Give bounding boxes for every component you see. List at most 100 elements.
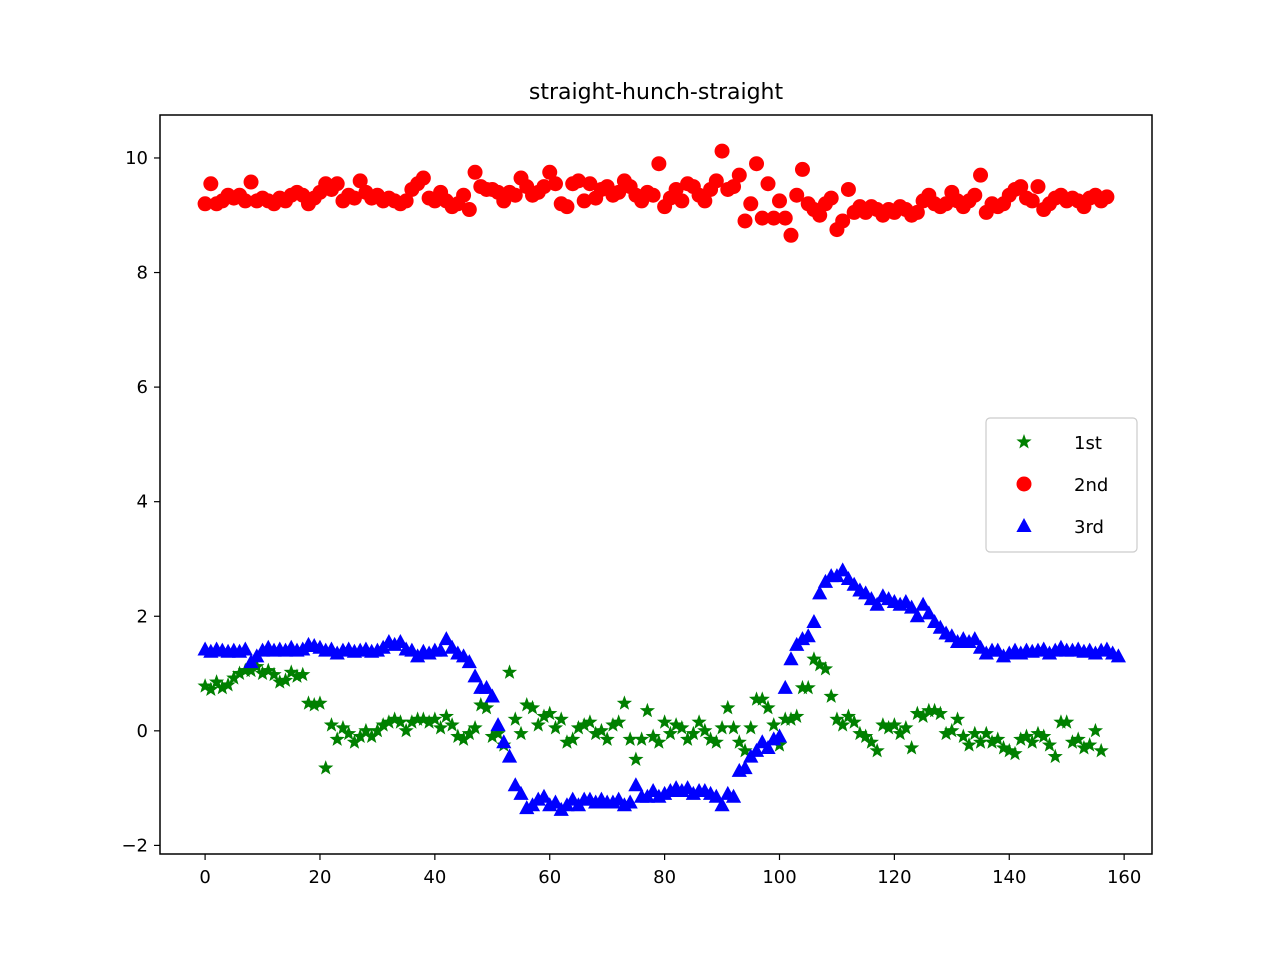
data-point [651, 156, 667, 172]
data-point [978, 725, 994, 741]
data-point [725, 719, 742, 735]
data-point [599, 731, 615, 746]
data-point [794, 679, 811, 695]
data-point [645, 187, 661, 203]
axes-frame [159, 114, 1153, 855]
data-point [766, 717, 782, 732]
data-point [559, 734, 575, 749]
data-point [674, 719, 690, 735]
data-point [616, 695, 633, 710]
data-point [478, 679, 495, 694]
data-point [743, 719, 759, 735]
data-point [886, 717, 902, 732]
data-point [812, 585, 828, 600]
data-point [754, 210, 770, 226]
data-point [806, 651, 822, 666]
data-point [1013, 179, 1029, 195]
data-point [432, 642, 449, 657]
data-point [909, 705, 925, 721]
data-point [444, 717, 460, 732]
y-tick-label: 8 [137, 263, 148, 284]
data-point [203, 681, 219, 697]
legend-box [985, 417, 1138, 553]
data-point [490, 725, 506, 741]
data-point [1059, 714, 1075, 729]
data-point [519, 697, 535, 712]
data-point [358, 722, 374, 738]
data-point [668, 181, 684, 197]
data-point [295, 666, 311, 682]
data-point [392, 634, 408, 649]
data-point [967, 631, 983, 646]
data-point [243, 662, 259, 678]
data-point [536, 708, 552, 723]
data-point [685, 725, 701, 741]
data-point [496, 734, 512, 749]
data-point [456, 187, 472, 203]
data-point [484, 688, 500, 703]
data-point [1030, 725, 1046, 741]
data-point [829, 711, 845, 726]
chart-title: straight-hunch-straight [529, 80, 784, 105]
data-point [272, 674, 288, 689]
y-tick-label: −2 [121, 835, 148, 856]
data-point [904, 740, 920, 755]
data-point [748, 742, 765, 757]
data-point [863, 734, 880, 749]
y-tick-label: 10 [125, 148, 148, 169]
data-point [777, 711, 793, 726]
data-point [530, 717, 546, 732]
data-point [921, 702, 937, 718]
data-point [507, 187, 523, 203]
data-point [812, 207, 828, 223]
data-point [467, 719, 483, 735]
data-point [283, 664, 299, 679]
data-point [806, 613, 822, 628]
data-point [708, 734, 724, 749]
data-point [777, 210, 793, 226]
data-point [588, 725, 604, 741]
data-point [674, 193, 690, 209]
x-tick-label: 140 [992, 867, 1026, 888]
series-2nd [197, 143, 1115, 243]
data-point [800, 628, 816, 643]
data-point [260, 662, 276, 678]
data-point [766, 210, 782, 226]
data-point [1093, 742, 1109, 758]
data-point [823, 688, 839, 703]
data-point [490, 717, 506, 732]
data-point [364, 728, 380, 744]
data-point [973, 167, 989, 183]
data-point [427, 711, 443, 726]
y-tick-label: 6 [137, 377, 148, 398]
data-point [702, 731, 719, 746]
data-point [501, 664, 518, 679]
data-point [984, 734, 1000, 749]
data-point [432, 719, 449, 735]
data-point [582, 176, 598, 192]
data-point [657, 714, 673, 729]
data-point [783, 651, 799, 666]
x-tick-label: 0 [199, 867, 210, 888]
data-point [507, 777, 523, 792]
data-point [542, 164, 558, 180]
data-point [668, 717, 684, 732]
data-point [381, 714, 397, 729]
data-point [369, 722, 386, 738]
data-point [461, 725, 477, 741]
plot-area [197, 143, 1126, 816]
data-point [720, 699, 736, 715]
data-point [1047, 748, 1063, 764]
data-point [467, 164, 483, 180]
data-point [967, 187, 983, 203]
data-point [840, 708, 857, 723]
data-point [731, 734, 747, 749]
data-point [771, 193, 787, 209]
data-point [714, 143, 730, 159]
data-point [817, 660, 834, 676]
data-point [714, 797, 730, 812]
data-point [473, 697, 489, 712]
data-point [329, 176, 345, 192]
data-point [926, 702, 943, 718]
data-point [214, 679, 230, 695]
